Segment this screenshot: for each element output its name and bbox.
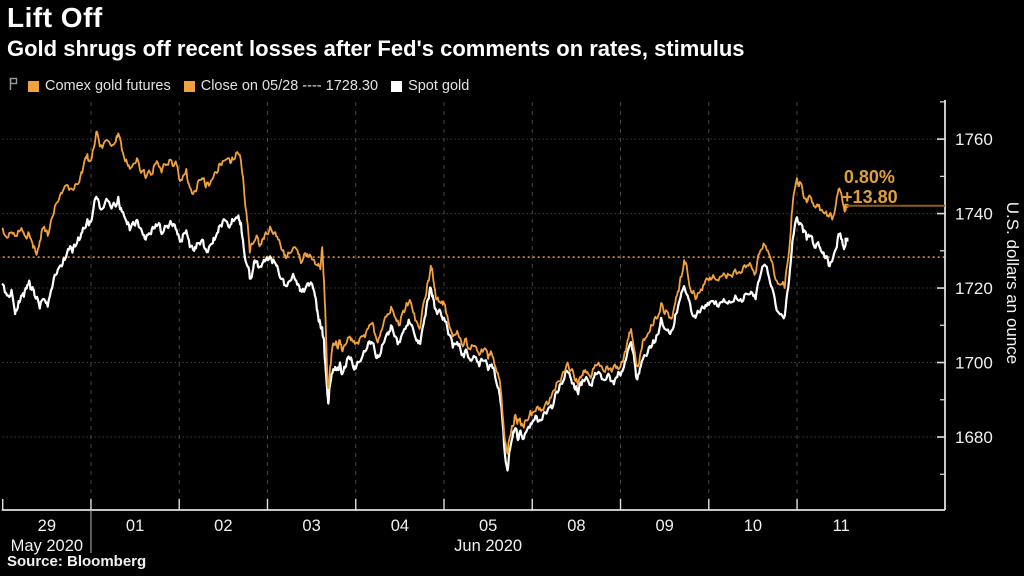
legend-item-comex: Comex gold futures (28, 78, 171, 94)
y-tick-label: 1680 (955, 428, 993, 447)
legend-item-spot: Spot gold (391, 78, 469, 94)
y-tick-label: 1760 (955, 130, 993, 149)
x-tick-label: 03 (302, 517, 320, 535)
x-tick-label: 29 (38, 517, 56, 535)
annotation-flag-icon (8, 77, 19, 95)
series-spot-gold (1, 195, 848, 472)
series-spot-gold-last-marker (844, 237, 849, 242)
chart-subtitle: Gold shrugs off recent losses after Fed'… (7, 36, 745, 61)
axes: 29 01 02 03 04 05 08 09 10 11 May 2020 Jun 2020 1680… (1, 100, 1022, 555)
x-tick-label: 11 (833, 517, 850, 535)
month-label: Jun 2020 (454, 537, 522, 555)
y-axis-title: U.S. dollars an ounce (1003, 202, 1022, 365)
annotation-percent: 0.80% (844, 167, 895, 187)
legend-label-close-line: Close on 05/28 ---- 1728.30 (200, 78, 379, 94)
x-tick-label: 05 (479, 517, 497, 535)
legend-label-spot: Spot gold (408, 78, 470, 94)
gridlines (2, 102, 945, 510)
y-tick-label: 1700 (955, 354, 993, 373)
spot-swatch (391, 80, 403, 92)
legend-item-close-line: Close on 05/28 ---- 1728.30 (183, 78, 379, 94)
page-title: Lift Off (7, 2, 103, 33)
month-label: May 2020 (11, 537, 83, 555)
close-line-swatch (183, 80, 195, 92)
x-tick-label: 04 (391, 517, 409, 535)
x-tick-label: 09 (655, 517, 673, 535)
annotation-change: +13.80 (842, 187, 898, 207)
x-tick-label: 10 (744, 517, 762, 535)
series-comex-futures (1, 130, 848, 455)
legend: Comex gold futures Close on 05/28 ---- 1… (8, 77, 469, 95)
legend-label-comex: Comex gold futures (45, 78, 171, 94)
x-tick-label: 01 (126, 517, 144, 535)
y-tick-label: 1720 (955, 279, 993, 298)
x-tick-label: 08 (567, 517, 585, 535)
x-tick-label: 02 (214, 517, 232, 535)
comex-swatch (28, 80, 39, 92)
y-tick-label: 1740 (955, 205, 993, 224)
source-label: Source: Bloomberg (7, 553, 147, 570)
